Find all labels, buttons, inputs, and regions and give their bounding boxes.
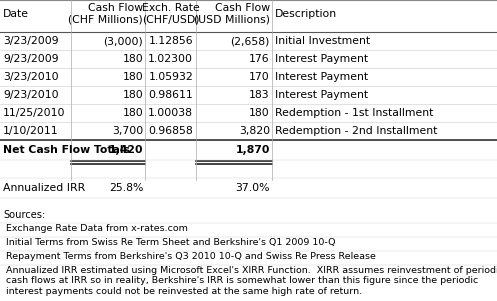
Text: Description: Description [275,9,337,19]
Text: 1.02300: 1.02300 [148,54,193,64]
Text: (3,000): (3,000) [103,36,143,46]
Text: 9/23/2009: 9/23/2009 [3,54,59,64]
Text: Exch. Rate
(CHF/USD): Exch. Rate (CHF/USD) [142,3,200,25]
Text: 176: 176 [249,54,270,64]
Text: Exchange Rate Data from x-rates.com: Exchange Rate Data from x-rates.com [6,224,188,233]
Text: Date: Date [3,9,29,19]
Text: 3,700: 3,700 [112,126,143,136]
Text: 180: 180 [122,90,143,100]
Text: 1,420: 1,420 [109,145,143,155]
Text: 180: 180 [122,108,143,118]
Text: 1,870: 1,870 [236,145,270,155]
Text: 3/23/2010: 3/23/2010 [3,72,59,82]
Text: 0.96858: 0.96858 [148,126,193,136]
Text: Annualized IRR estimated using Microsoft Excel's XIRR Function.  XIRR assumes re: Annualized IRR estimated using Microsoft… [6,266,497,296]
Text: 1.12856: 1.12856 [149,36,193,46]
Text: Initial Investment: Initial Investment [275,36,370,46]
Text: 170: 170 [249,72,270,82]
Text: 9/23/2010: 9/23/2010 [3,90,59,100]
Text: 180: 180 [122,72,143,82]
Text: Sources:: Sources: [3,210,45,220]
Text: 3/23/2009: 3/23/2009 [3,36,59,46]
Text: Redemption - 2nd Installment: Redemption - 2nd Installment [275,126,437,136]
Text: Initial Terms from Swiss Re Term Sheet and Berkshire's Q1 2009 10-Q: Initial Terms from Swiss Re Term Sheet a… [6,238,335,247]
Text: 25.8%: 25.8% [109,183,143,193]
Text: Redemption - 1st Installment: Redemption - 1st Installment [275,108,433,118]
Text: Annualized IRR: Annualized IRR [3,183,85,193]
Text: Cash Flow
(CHF Millions): Cash Flow (CHF Millions) [69,3,143,25]
Text: Interest Payment: Interest Payment [275,54,368,64]
Text: 180: 180 [249,108,270,118]
Text: 180: 180 [122,54,143,64]
Text: Net Cash Flow Totals: Net Cash Flow Totals [3,145,130,155]
Text: 1.00038: 1.00038 [148,108,193,118]
Text: 11/25/2010: 11/25/2010 [3,108,66,118]
Text: 0.98611: 0.98611 [148,90,193,100]
Text: Interest Payment: Interest Payment [275,90,368,100]
Text: 1.05932: 1.05932 [148,72,193,82]
Text: (2,658): (2,658) [231,36,270,46]
Text: 37.0%: 37.0% [236,183,270,193]
Text: 3,820: 3,820 [239,126,270,136]
Text: Interest Payment: Interest Payment [275,72,368,82]
Text: 183: 183 [249,90,270,100]
Text: Repayment Terms from Berkshire's Q3 2010 10-Q and Swiss Re Press Release: Repayment Terms from Berkshire's Q3 2010… [6,252,376,261]
Text: Cash Flow
(USD Millions): Cash Flow (USD Millions) [194,3,270,25]
Text: 1/10/2011: 1/10/2011 [3,126,59,136]
